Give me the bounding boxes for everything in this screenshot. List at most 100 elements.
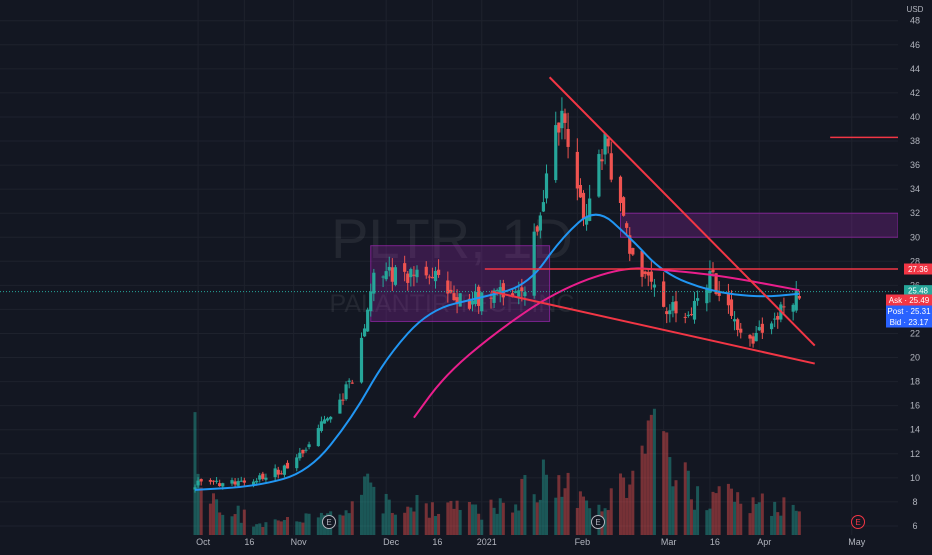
volume-bar — [449, 500, 453, 535]
candle — [776, 312, 780, 329]
candle-body — [467, 298, 472, 309]
volume-bar — [782, 497, 786, 535]
price-label-bg — [904, 285, 932, 297]
candle — [668, 304, 672, 323]
candles — [193, 97, 801, 493]
price-label-text: Ask · 25.49 — [889, 296, 930, 305]
volume-bar — [708, 508, 712, 535]
volume-bar — [390, 512, 394, 535]
volume-bar — [403, 512, 407, 535]
candle-body — [732, 319, 737, 322]
volume-bar — [452, 508, 456, 535]
price-tick-label: 6 — [912, 521, 917, 531]
volume-bar — [726, 483, 730, 535]
slow-moving-average-line[interactable] — [413, 267, 800, 419]
volume-bar — [662, 431, 666, 535]
volume-bar — [541, 459, 545, 535]
candle-body — [366, 309, 370, 332]
volume-bar — [424, 503, 428, 535]
volume-bar — [776, 512, 780, 535]
candle-body — [517, 290, 521, 297]
volume-bar — [760, 493, 764, 535]
candle-body — [430, 276, 435, 279]
earnings-marker-circle — [851, 515, 865, 529]
time-axis[interactable]: Oct 16 Nov Dec 16 2021 Feb Mar 16 Apr May — [0, 535, 898, 550]
candle-body — [794, 290, 798, 311]
candle — [230, 477, 234, 486]
volume-bar — [347, 513, 351, 535]
volume-bar — [252, 526, 256, 535]
price-axis[interactable]: USD4846444240383634323028262422201816141… — [886, 0, 932, 550]
time-tick-label: 16 — [710, 537, 720, 547]
candle-body — [196, 480, 200, 486]
volume-bar — [276, 520, 280, 535]
candle-body — [338, 399, 342, 414]
volume-bar — [683, 462, 687, 535]
price-tick-label: 16 — [910, 401, 920, 411]
price-label-bg — [886, 305, 932, 317]
zones — [370, 212, 899, 322]
candle — [467, 293, 472, 311]
candle — [218, 479, 222, 487]
volume-bar — [535, 502, 539, 535]
earnings-marker[interactable]: E — [851, 515, 865, 529]
volume-bar — [517, 510, 521, 535]
candle-body — [554, 125, 558, 181]
candle-body — [751, 336, 755, 344]
candle-body — [776, 316, 780, 320]
candle-body — [498, 287, 502, 295]
volume-bar — [689, 499, 693, 535]
candle — [341, 393, 345, 405]
candle — [480, 291, 484, 315]
price-tick-label: 36 — [910, 160, 920, 170]
trendline-2[interactable] — [490, 290, 815, 365]
volume-bar — [554, 497, 558, 535]
volume-bar — [619, 473, 622, 535]
trendline-1[interactable] — [548, 76, 816, 347]
volume-bar — [674, 480, 678, 535]
time-tick-label: Oct — [196, 537, 211, 547]
candle — [409, 267, 413, 287]
candle — [603, 132, 607, 165]
supply-demand-zone[interactable] — [620, 212, 899, 238]
volume-bar — [344, 510, 348, 535]
earnings-marker[interactable]: E — [591, 515, 605, 529]
candle — [782, 297, 786, 316]
candle — [199, 478, 203, 486]
candle-body — [631, 248, 635, 255]
candle-body — [557, 122, 561, 133]
candle-body — [575, 151, 579, 189]
supply-demand-zone[interactable] — [370, 245, 551, 322]
volume-bar — [696, 486, 700, 535]
candle-body — [717, 291, 721, 296]
candle-body — [739, 328, 743, 333]
candle — [736, 317, 740, 337]
candle — [643, 270, 647, 279]
candle-body — [384, 271, 388, 280]
candle-body — [600, 159, 604, 162]
candle-body — [489, 297, 493, 299]
candle-body — [625, 223, 629, 228]
volume-bar — [208, 503, 212, 535]
volume-bar — [239, 522, 243, 535]
candle-body — [714, 273, 718, 294]
candle — [646, 269, 650, 287]
volume-bar — [498, 498, 502, 535]
candle-body — [532, 231, 536, 296]
volume-bar — [409, 507, 413, 535]
candle — [369, 283, 373, 317]
volume-bar — [797, 511, 801, 535]
candle-body — [705, 287, 709, 304]
currency-label: USD — [907, 5, 924, 14]
volume-bar — [603, 508, 607, 535]
candle — [560, 97, 564, 140]
volume-bar — [360, 494, 363, 535]
volume-bar — [791, 504, 795, 535]
candle-body — [261, 473, 265, 479]
fast-moving-average-line[interactable] — [194, 213, 800, 491]
volume-bar — [733, 501, 737, 535]
candle-body — [523, 292, 527, 297]
earnings-marker[interactable]: E — [322, 515, 336, 529]
